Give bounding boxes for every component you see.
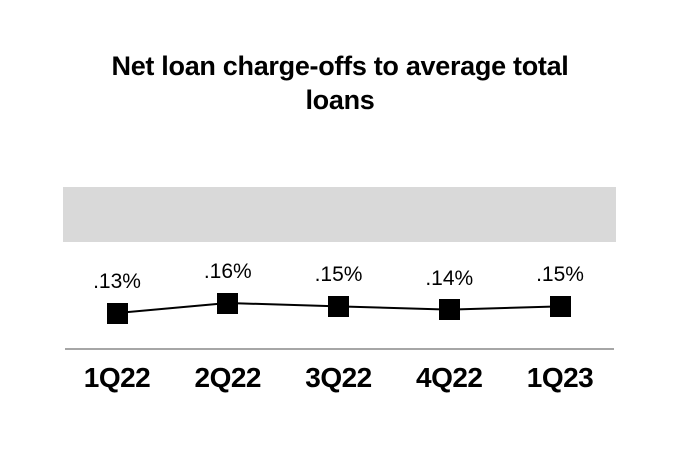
data-point-marker [549,295,571,317]
x-axis-label: 1Q23 [526,362,594,393]
x-axis-line [65,348,614,350]
data-point-label: .15% [536,263,584,287]
data-point-label: .14% [425,266,474,290]
data-point-marker [328,295,349,317]
data-point-marker [106,302,128,324]
x-axis-label: 3Q22 [305,362,372,393]
chart-title: Net loan charge-offs to average total lo… [111,51,569,115]
data-point-marker [217,292,239,314]
data-point-label: .13% [93,270,141,293]
x-axis-label: 4Q22 [416,362,483,393]
x-axis-label: 1Q22 [83,362,151,393]
data-point-label: .16% [203,260,252,283]
x-axis-label: 2Q22 [194,362,262,393]
data-point-marker [438,299,460,321]
highlight-band [63,187,616,242]
data-point-label: .15% [314,263,363,287]
